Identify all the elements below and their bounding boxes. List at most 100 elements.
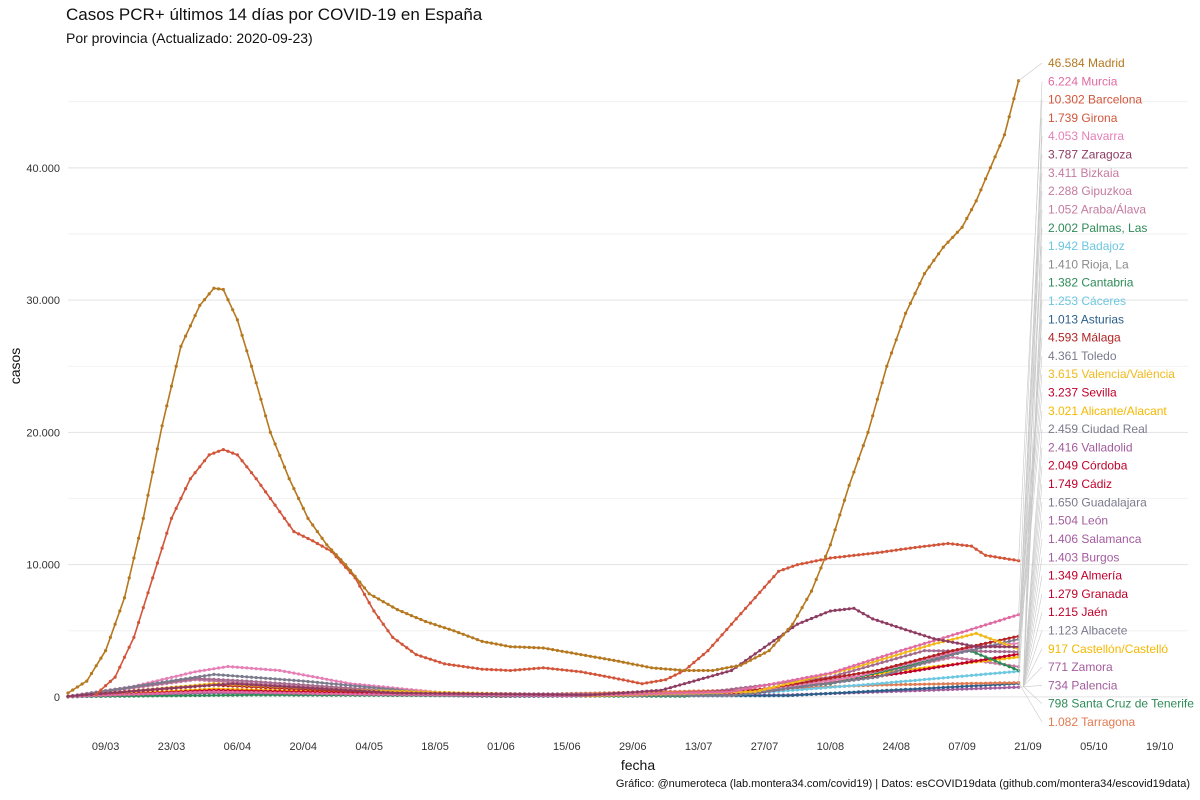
- data-point: [1012, 635, 1016, 639]
- data-point: [908, 646, 913, 650]
- data-point: [584, 653, 588, 658]
- leader-line: [1023, 648, 1043, 687]
- data-point: [169, 384, 174, 388]
- data-point: [362, 689, 367, 693]
- x-tick-label: 06/04: [224, 741, 252, 753]
- data-point: [165, 531, 169, 535]
- data-point: [847, 554, 851, 558]
- data-point: [786, 566, 790, 570]
- data-point: [471, 666, 475, 670]
- data-point: [904, 628, 908, 632]
- data-point: [447, 662, 451, 667]
- data-point: [908, 665, 913, 669]
- data-point: [762, 585, 767, 589]
- data-point: [546, 692, 550, 697]
- data-point: [819, 613, 823, 617]
- data-point: [282, 516, 287, 521]
- data-point: [584, 693, 588, 697]
- data-point: [457, 692, 461, 696]
- data-point: [772, 688, 776, 692]
- data-point: [132, 685, 136, 689]
- data-point: [193, 314, 197, 318]
- data-point: [908, 653, 913, 657]
- data-point: [988, 640, 993, 645]
- leader-line: [1018, 392, 1043, 655]
- data-point: [419, 617, 423, 622]
- data-point: [889, 683, 894, 687]
- data-point: [734, 689, 738, 693]
- data-point: [894, 672, 898, 676]
- data-point: [941, 636, 945, 640]
- data-point: [537, 666, 541, 670]
- data-point: [353, 689, 357, 693]
- data-point: [184, 685, 188, 689]
- data-point: [922, 645, 927, 649]
- data-point: [899, 683, 903, 687]
- data-point: [673, 668, 677, 672]
- data-point: [993, 661, 997, 665]
- data-point: [965, 645, 969, 650]
- data-point: [334, 553, 338, 557]
- data-point: [654, 689, 658, 693]
- data-point: [777, 681, 781, 685]
- data-point: [842, 691, 847, 695]
- data-point: [358, 689, 362, 693]
- leader-line: [1018, 685, 1043, 688]
- data-point: [372, 609, 376, 613]
- data-point: [245, 465, 249, 469]
- data-point: [988, 686, 993, 690]
- data-point: [889, 658, 894, 662]
- data-point: [635, 663, 640, 667]
- series-end-label: 1.215 Jaén: [1048, 605, 1107, 619]
- data-point: [377, 690, 381, 694]
- data-point: [682, 691, 687, 695]
- data-point: [974, 645, 978, 649]
- data-point: [965, 544, 969, 548]
- data-point: [819, 686, 823, 690]
- data-point: [504, 692, 508, 696]
- data-point: [113, 687, 117, 692]
- series-end-label: 4.053 Navarra: [1048, 129, 1124, 143]
- data-point: [965, 643, 969, 647]
- data-point: [254, 381, 258, 385]
- series-end-label: 917 Castellón/Castelló: [1048, 642, 1168, 656]
- data-point: [918, 545, 922, 549]
- data-point: [951, 640, 955, 644]
- data-point: [155, 447, 159, 451]
- data-point: [762, 694, 767, 698]
- data-point: [842, 679, 847, 683]
- data-point: [880, 674, 884, 678]
- data-point: [132, 635, 136, 640]
- data-point: [960, 647, 964, 651]
- data-point: [212, 286, 216, 290]
- data-point: [555, 648, 560, 653]
- data-point: [537, 646, 541, 650]
- data-point: [1007, 681, 1011, 685]
- data-point: [339, 558, 343, 562]
- data-point: [433, 623, 437, 627]
- data-point: [485, 640, 489, 644]
- data-point: [245, 682, 249, 687]
- data-point: [184, 672, 188, 676]
- data-point: [885, 549, 889, 554]
- data-point: [541, 646, 545, 650]
- data-point: [744, 661, 748, 665]
- series-end-label: 2.288 Gipuzkoa: [1048, 184, 1132, 198]
- data-point: [899, 547, 903, 552]
- data-point: [819, 682, 823, 686]
- data-point: [725, 690, 729, 694]
- data-point: [612, 691, 616, 696]
- data-point: [828, 676, 833, 680]
- data-point: [122, 690, 127, 694]
- data-point: [659, 688, 663, 692]
- data-point: [946, 688, 950, 692]
- data-point: [292, 671, 296, 675]
- data-point: [551, 648, 555, 652]
- data-point: [273, 684, 277, 688]
- data-point: [626, 679, 630, 683]
- data-point: [282, 682, 287, 686]
- data-point: [231, 665, 235, 669]
- data-point: [984, 681, 988, 685]
- data-point: [927, 643, 931, 648]
- data-point: [777, 688, 781, 692]
